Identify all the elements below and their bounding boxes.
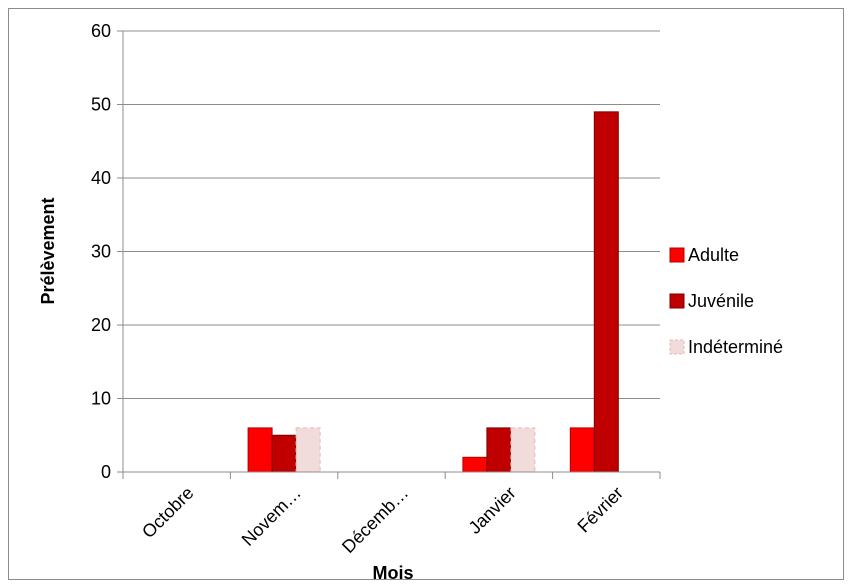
y-tick-label-6: 60 [91,21,111,41]
bar-indetermine-1 [295,427,321,473]
bar-adulte-1 [247,427,273,473]
legend-swatch-1 [669,293,685,309]
y-tick-label-4: 40 [91,168,111,188]
x-tick-labels: Octobre Novem… Décemb… Janvier Février [138,483,627,557]
bar-adulte-3 [462,456,488,473]
bars [247,111,619,473]
legend: Adulte Juvénile Indéterminé [669,245,783,357]
y-tick-label-3: 30 [91,242,111,262]
x-tick-label-2: Décemb… [338,483,412,557]
bar-juvenile-1 [271,434,297,473]
y-tick-labels: 0 10 20 30 40 50 60 [91,21,111,482]
axes [122,31,661,479]
x-tick-label-4: Février [573,483,627,537]
y-axis-title: Prélèvement [38,197,58,304]
y-tick-label-0: 0 [101,462,111,482]
x-tick-label-3: Janvier [465,483,520,538]
x-tick-label-1: Novem… [238,483,305,550]
x-tick-label-0: Octobre [138,483,197,542]
chart-frame [8,8,844,580]
y-tick-label-2: 20 [91,315,111,335]
legend-swatch-0 [669,247,685,263]
y-tick-label-5: 50 [91,95,111,115]
y-tick-label-1: 10 [91,389,111,409]
legend-label-1: Juvénile [688,291,754,311]
legend-swatch-2 [669,339,685,355]
bar-juvenile-3 [486,427,512,473]
gridlines [117,30,660,473]
legend-label-0: Adulte [688,245,739,265]
bar-adulte-4 [569,427,595,473]
legend-label-2: Indéterminé [688,337,783,357]
bar-indetermine-3 [510,427,536,473]
x-axis-title: Mois [372,563,413,583]
bar-juvenile-4 [593,111,619,473]
